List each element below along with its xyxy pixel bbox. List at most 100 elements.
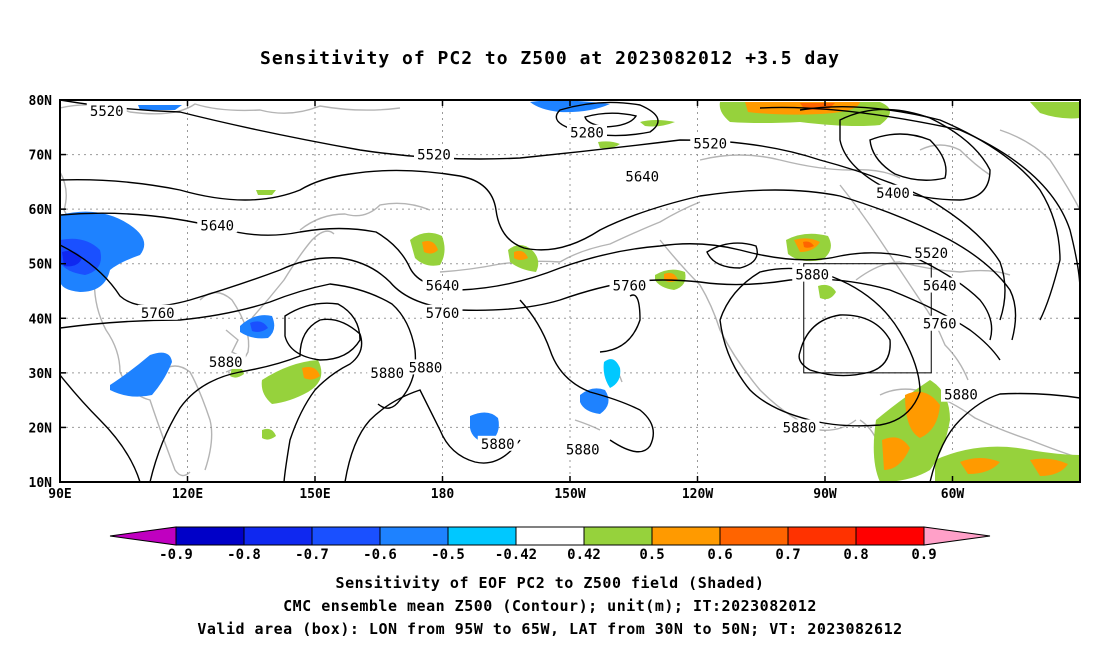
z500-contours	[60, 100, 1080, 482]
lat-label: 30N	[29, 367, 53, 382]
contour-label: 5640	[200, 219, 234, 235]
contour-labels: 5520 5280 5520 5520 5640 5400 5640 5520 5880 5640…	[86, 102, 981, 458]
axis-ticks	[59, 99, 1080, 483]
colorbar-tick-label: -0.9	[159, 547, 193, 563]
lon-label: 150E	[299, 487, 330, 502]
lon-label: 180	[431, 487, 455, 502]
contour-5820	[60, 283, 417, 409]
colorbar-bin	[583, 526, 653, 546]
contour-label: 5400	[876, 186, 910, 202]
contour-label-bg	[414, 146, 454, 162]
contour-label-bg	[422, 277, 463, 293]
lon-label: 90W	[813, 487, 837, 502]
lat-label: 20N	[29, 421, 53, 436]
sensitivity-shading	[60, 100, 1080, 482]
contour-label: 5880	[783, 420, 817, 436]
colorbar-tick-label: 0.9	[911, 547, 936, 563]
contour-low-north-inner	[584, 112, 638, 128]
contour-high-closed	[284, 302, 361, 361]
contour-label-bg	[422, 304, 463, 320]
contour-label: 5760	[923, 317, 957, 333]
contour-label-bg	[919, 315, 960, 331]
contour-5760-east	[60, 374, 141, 482]
colorbar-high-extension	[923, 526, 991, 546]
contour-label: 5520	[90, 104, 124, 120]
colorbar-bin	[651, 526, 721, 546]
colorbar-bin	[379, 526, 449, 546]
colorbar	[109, 526, 991, 546]
contour-label: 5880	[409, 360, 443, 376]
contour-5880-east	[519, 299, 654, 453]
colorbar-low-extension	[109, 526, 177, 546]
contour-label-bg	[477, 435, 518, 451]
lat-label: 50N	[29, 258, 53, 273]
shade-negative-pacific-3	[603, 359, 621, 388]
contour-label: 5280	[570, 126, 604, 142]
contour-label-bg	[137, 304, 178, 320]
contour-low-north	[555, 101, 659, 137]
colorbar-bin	[855, 526, 925, 546]
colorbar-tick-label: -0.7	[295, 547, 329, 563]
colorbar-bin	[719, 526, 789, 546]
contour-label: 5760	[613, 279, 647, 295]
contour-label: 5880	[481, 437, 515, 453]
contour-label-bg	[567, 124, 607, 140]
contour-label-bg	[873, 184, 913, 200]
gridlines	[60, 100, 1080, 482]
contour-5880-south	[929, 392, 1080, 482]
contour-low-east	[839, 108, 991, 201]
contour-label-bg	[792, 266, 833, 282]
contour-label-bg	[919, 277, 960, 293]
lon-label: 120W	[682, 487, 713, 502]
colorbar-bin	[175, 526, 245, 546]
contour-5900-b	[798, 314, 891, 377]
colorbar-bin	[311, 526, 381, 546]
contour-ring-c	[706, 242, 758, 269]
shade-positive-americas	[786, 233, 1080, 482]
lat-label: 70N	[29, 149, 53, 164]
latitude-labels: 80N 70N 60N 50N 40N 30N 20N 10N	[29, 94, 53, 491]
contour-label: 5760	[141, 306, 175, 322]
contour-5900-a	[599, 294, 641, 353]
shade-positive-pacific	[230, 190, 686, 440]
contour-label: 5760	[426, 306, 460, 322]
lat-label: 40N	[29, 312, 53, 327]
colorbar-bin	[787, 526, 857, 546]
colorbar-bin	[243, 526, 313, 546]
contour-5760	[60, 244, 1001, 361]
colorbar-tick-label: -0.6	[363, 547, 397, 563]
caption-contour: CMC ensemble mean Z500 (Contour); unit(m…	[283, 597, 817, 615]
colorbar-bin	[447, 526, 517, 546]
contour-low-east-outer-2	[759, 106, 1080, 291]
contour-label-bg	[197, 217, 238, 233]
contour-5880-americas	[719, 267, 921, 427]
contour-5580	[60, 169, 1017, 341]
contour-5640	[60, 212, 993, 341]
contour-low-east-outer	[799, 105, 1061, 321]
contour-label: 5520	[693, 137, 727, 153]
shade-negative-china	[110, 352, 172, 397]
contour-label-bg	[405, 359, 446, 375]
colorbar-tick-label: 0.5	[639, 547, 664, 563]
longitude-labels: 90E 120E 150E 180 150W 120W 90W 60W	[48, 487, 964, 502]
contour-label: 5520	[417, 148, 451, 164]
contour-label-bg	[911, 244, 952, 260]
colorbar-tick-label: -0.8	[227, 547, 261, 563]
caption-valid-area: Valid area (box): LON from 95W to 65W, L…	[197, 620, 903, 638]
colorbar-tick-label: -0.5	[431, 547, 465, 563]
contour-label-bg	[690, 135, 731, 151]
colorbar-tick-label: -0.42	[495, 547, 537, 563]
shade-negative-japan	[240, 315, 275, 339]
lat-label: 10N	[29, 476, 53, 491]
contour-label: 5640	[426, 279, 460, 295]
contour-label: 5520	[914, 246, 948, 262]
contour-label: 5640	[923, 279, 957, 295]
lon-label: 90E	[48, 487, 71, 502]
chart-title: Sensitivity of PC2 to Z500 at 2023082012…	[259, 48, 840, 69]
contour-label-bg	[609, 277, 650, 293]
contour-low-east-2	[869, 133, 947, 181]
lon-label: 60W	[941, 487, 965, 502]
colorbar-bin	[515, 526, 585, 546]
contour-label-bg	[622, 168, 663, 184]
